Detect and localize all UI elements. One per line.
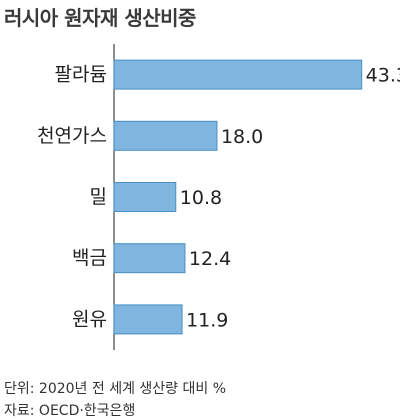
bar bbox=[113, 120, 218, 151]
category-label: 백금 bbox=[72, 247, 107, 269]
bar bbox=[113, 243, 186, 274]
unit-note: 단위: 2020년 전 세계 생산량 대비 % bbox=[4, 381, 227, 397]
category-label: 천연가스 bbox=[37, 125, 107, 147]
bar bbox=[113, 304, 183, 335]
bar bbox=[113, 59, 363, 90]
bar-chart: 팔라듐 43.3 천연가스 18.0 밀 10.8 백금 12.4 원유 11.9 bbox=[37, 44, 400, 350]
category-label: 밀 bbox=[90, 186, 107, 208]
chart-title: 러시아 원자재 생산비중 bbox=[4, 6, 196, 30]
bar bbox=[113, 182, 177, 212]
value-label: 18.0 bbox=[221, 126, 263, 148]
bars-group: 팔라듐 43.3 천연가스 18.0 밀 10.8 백금 12.4 원유 11.9 bbox=[37, 59, 400, 335]
value-label: 11.9 bbox=[186, 309, 228, 331]
value-label: 43.3 bbox=[366, 65, 400, 87]
category-label: 팔라듐 bbox=[55, 64, 107, 86]
value-label: 10.8 bbox=[180, 187, 222, 209]
value-label: 12.4 bbox=[189, 248, 231, 270]
source-note: 자료: OECD·한국은행 bbox=[4, 403, 136, 419]
category-label: 원유 bbox=[72, 308, 107, 330]
